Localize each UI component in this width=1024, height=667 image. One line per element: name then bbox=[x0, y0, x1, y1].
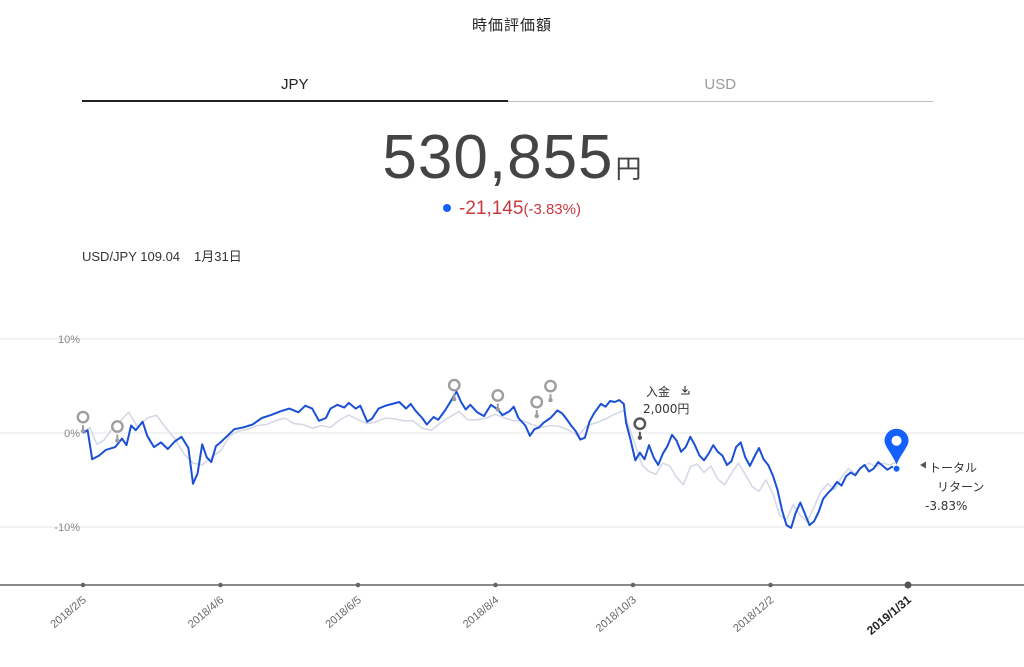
fx-rate: USD/JPY 109.04 1月31日 bbox=[82, 246, 256, 265]
pointer-triangle-icon bbox=[920, 461, 926, 469]
x-tick-dot bbox=[904, 581, 912, 589]
x-tick-label: 2018/12/2 bbox=[731, 594, 776, 635]
x-axis: 2018/2/5 2018/4/6 2018/6/5 2018/8/4 2018/10/… bbox=[0, 581, 1024, 638]
total-return-line1: トータル bbox=[929, 461, 977, 475]
marker-point bbox=[534, 413, 539, 419]
y-tick-label: -10% bbox=[54, 522, 80, 534]
x-tick-label: 2018/10/3 bbox=[594, 594, 639, 635]
x-tick-dot bbox=[768, 582, 773, 588]
event-pin-icon bbox=[530, 395, 544, 409]
tab-usd[interactable]: USD bbox=[507, 70, 933, 102]
tab-jpy[interactable]: JPY bbox=[82, 70, 508, 102]
y-tick-label: 10% bbox=[58, 334, 80, 346]
x-tick-dot bbox=[218, 582, 223, 588]
change-percent: (-3.83%) bbox=[523, 201, 581, 218]
marker-point bbox=[80, 428, 86, 434]
x-tick-label: 2018/2/5 bbox=[48, 594, 89, 631]
marker-point bbox=[495, 407, 500, 412]
pin-hole bbox=[891, 435, 902, 446]
event-pin-icon bbox=[491, 389, 505, 402]
valuation-amount: 530,855円 bbox=[0, 122, 1024, 193]
x-tick-dot bbox=[80, 582, 86, 588]
marker-point bbox=[115, 438, 120, 443]
fx-pair: USD/JPY 109.04 bbox=[82, 249, 181, 264]
total-return-value: -3.83% bbox=[925, 499, 967, 513]
x-tick-dot bbox=[355, 582, 361, 588]
deposit-label: 入金 bbox=[646, 384, 670, 399]
marker-point bbox=[637, 435, 643, 440]
portfolio-line bbox=[82, 390, 897, 529]
marker-point bbox=[548, 397, 553, 403]
valuation-change: -21,145(-3.83%) bbox=[0, 198, 1024, 220]
y-axis-labels: 10% 0% -10% bbox=[54, 334, 80, 534]
download-icon bbox=[681, 386, 690, 395]
change-dot-icon bbox=[443, 203, 451, 212]
event-markers bbox=[76, 378, 909, 473]
event-pin-icon bbox=[447, 378, 461, 392]
total-return-line2: リターン bbox=[937, 480, 984, 494]
valuation-number: 530,855 bbox=[382, 123, 614, 192]
y-tick-label: 0% bbox=[64, 428, 80, 440]
current-position-pin-icon bbox=[884, 428, 909, 465]
event-pin-icon bbox=[544, 379, 557, 393]
benchmark-line bbox=[82, 409, 897, 523]
fx-date: 1月31日 bbox=[194, 249, 242, 264]
currency-tabs: JPY USD bbox=[82, 70, 933, 102]
x-tick-dot bbox=[630, 582, 636, 588]
deposit-pin-icon bbox=[633, 417, 647, 431]
x-tick-label: 2018/8/4 bbox=[461, 594, 502, 631]
marker-point bbox=[452, 396, 457, 402]
x-tick-label: 2018/4/6 bbox=[186, 594, 227, 631]
chart-grid bbox=[0, 338, 1024, 528]
current-point bbox=[892, 464, 901, 473]
valuation-unit: 円 bbox=[615, 154, 642, 184]
event-pin-icon bbox=[76, 410, 90, 424]
x-tick-dot bbox=[493, 582, 498, 588]
x-tick-label: 2018/6/5 bbox=[323, 594, 364, 631]
change-value: -21,145 bbox=[459, 198, 524, 219]
event-pin-icon bbox=[110, 420, 124, 433]
page-title: 時価評価額 bbox=[471, 16, 552, 34]
x-tick-label: 2019/1/31 bbox=[864, 592, 914, 637]
deposit-amount: 2,000円 bbox=[643, 402, 689, 416]
